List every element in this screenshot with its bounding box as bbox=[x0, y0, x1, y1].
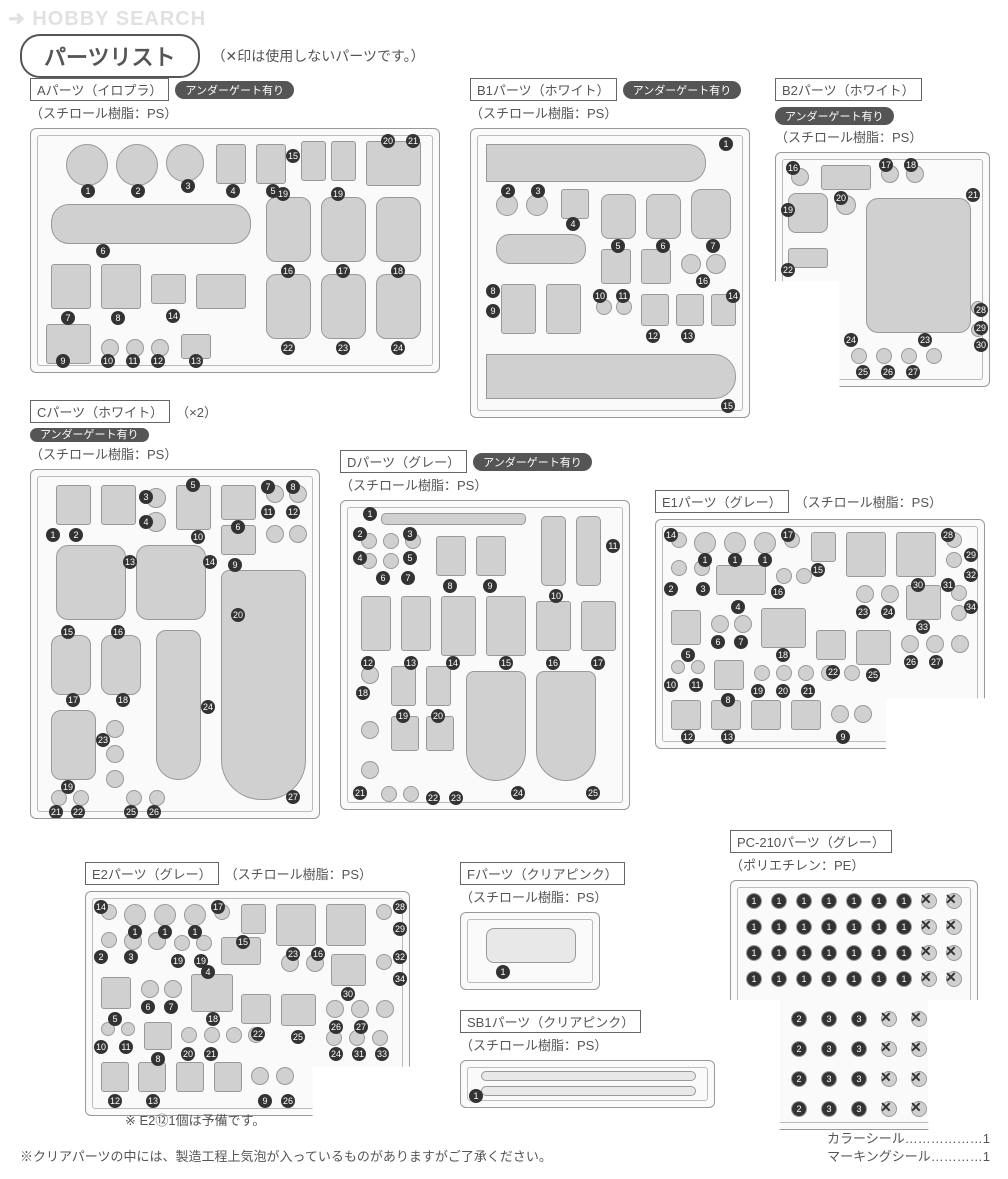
material-b2: （スチロール樹脂：PS） bbox=[775, 127, 1008, 146]
label-e2: E2パーツ（グレー） bbox=[85, 862, 219, 885]
runner-a: 1 2 3 4 5 15 20 21 6 16 17 18 19 19 7 8 … bbox=[30, 128, 440, 373]
runner-e2: 14 1 1 1 17 15 2 3 19 19 23 16 30 28 29 … bbox=[85, 891, 410, 1116]
section-pc: PC-210パーツ（グレー） （ポリエチレン：PE） 1111111 11111… bbox=[730, 830, 978, 1130]
label-d: Dパーツ（グレー） bbox=[340, 450, 467, 473]
clear-footnote: ※クリアパーツの中には、製造工程上気泡が入っているものがありますがご了承ください… bbox=[20, 1146, 552, 1165]
runner-e1: 14 1 1 1 17 28 29 32 2 3 4 15 16 23 24 3… bbox=[655, 519, 985, 749]
section-d: Dパーツ（グレー） アンダーゲート有り （スチロール樹脂：PS） 1 2 bbox=[340, 450, 630, 810]
material-f: （スチロール樹脂：PS） bbox=[460, 887, 625, 906]
badge-d: アンダーゲート有り bbox=[473, 453, 592, 471]
e2-footnote: ※ E2⑫1個は予備です。 bbox=[125, 1110, 265, 1129]
section-f: Fパーツ（クリアピンク） （スチロール樹脂：PS） 1 bbox=[460, 862, 625, 990]
badge-b2: アンダーゲート有り bbox=[775, 107, 894, 125]
badge-b1: アンダーゲート有り bbox=[623, 81, 742, 99]
label-c: Cパーツ（ホワイト） bbox=[30, 400, 170, 423]
label-b1: B1パーツ（ホワイト） bbox=[470, 78, 617, 101]
mult-c: （×2） bbox=[176, 402, 217, 421]
badge-c: アンダーゲート有り bbox=[30, 428, 149, 442]
section-sb1: SB1パーツ（クリアピンク） （スチロール樹脂：PS） 1 bbox=[460, 1010, 715, 1108]
label-e1: E1パーツ（グレー） bbox=[655, 490, 789, 513]
material-e2: （スチロール樹脂：PS） bbox=[225, 864, 372, 883]
color-seal: カラーシール………………1 bbox=[827, 1128, 990, 1147]
material-a: （スチロール樹脂：PS） bbox=[30, 103, 440, 122]
label-pc: PC-210パーツ（グレー） bbox=[730, 830, 892, 853]
label-b2: B2パーツ（ホワイト） bbox=[775, 78, 922, 101]
runner-b2: 16 17 18 19 20 21 22 23 24 25 26 27 28 2… bbox=[775, 152, 990, 387]
title-note: （✕印は使用しないパーツです。） bbox=[212, 46, 425, 66]
section-b1: B1パーツ（ホワイト） アンダーゲート有り （スチロール樹脂：PS） 1 2 3… bbox=[470, 78, 750, 418]
runner-f: 1 bbox=[460, 912, 600, 990]
label-a: Aパーツ（イロプラ） bbox=[30, 78, 169, 101]
material-c: （スチロール樹脂：PS） bbox=[30, 444, 320, 463]
label-sb1: SB1パーツ（クリアピンク） bbox=[460, 1010, 641, 1033]
marking-seal: マーキングシール…………1 bbox=[827, 1146, 990, 1165]
watermark: ➜ HOBBY SEARCH bbox=[8, 6, 206, 31]
material-pc: （ポリエチレン：PE） bbox=[730, 855, 978, 874]
label-f: Fパーツ（クリアピンク） bbox=[460, 862, 625, 885]
section-c: Cパーツ（ホワイト） （×2） アンダーゲート有り （スチロール樹脂：PS） 1… bbox=[30, 400, 320, 819]
section-b2: B2パーツ（ホワイト） アンダーゲート有り （スチロール樹脂：PS） 16 17… bbox=[775, 78, 1008, 387]
runner-pc: 1111111 1111111 1111111 1111111 233 233 … bbox=[730, 880, 978, 1130]
runner-d: 1 2 3 4 5 6 7 8 9 10 11 12 13 14 15 16 1… bbox=[340, 500, 630, 810]
runner-sb1: 1 bbox=[460, 1060, 715, 1108]
material-b1: （スチロール樹脂：PS） bbox=[470, 103, 750, 122]
section-e2: E2パーツ（グレー） （スチロール樹脂：PS） bbox=[85, 862, 410, 1116]
title-row: パーツリスト （✕印は使用しないパーツです。） bbox=[20, 34, 425, 78]
material-sb1: （スチロール樹脂：PS） bbox=[460, 1035, 715, 1054]
badge-a: アンダーゲート有り bbox=[175, 81, 294, 99]
runner-c: 1 2 3 4 5 6 7 8 9 10 11 12 13 14 15 16 1… bbox=[30, 469, 320, 819]
section-a: Aパーツ（イロプラ） アンダーゲート有り （スチロール樹脂：PS） 1 2 3 … bbox=[30, 78, 440, 373]
section-e1: E1パーツ（グレー） （スチロール樹脂：PS） bbox=[655, 490, 985, 749]
runner-b1: 1 2 3 4 5 6 7 8 9 10 11 12 13 14 15 16 bbox=[470, 128, 750, 418]
page-title: パーツリスト bbox=[20, 34, 200, 78]
material-e1: （スチロール樹脂：PS） bbox=[795, 492, 942, 511]
material-d: （スチロール樹脂：PS） bbox=[340, 475, 630, 494]
